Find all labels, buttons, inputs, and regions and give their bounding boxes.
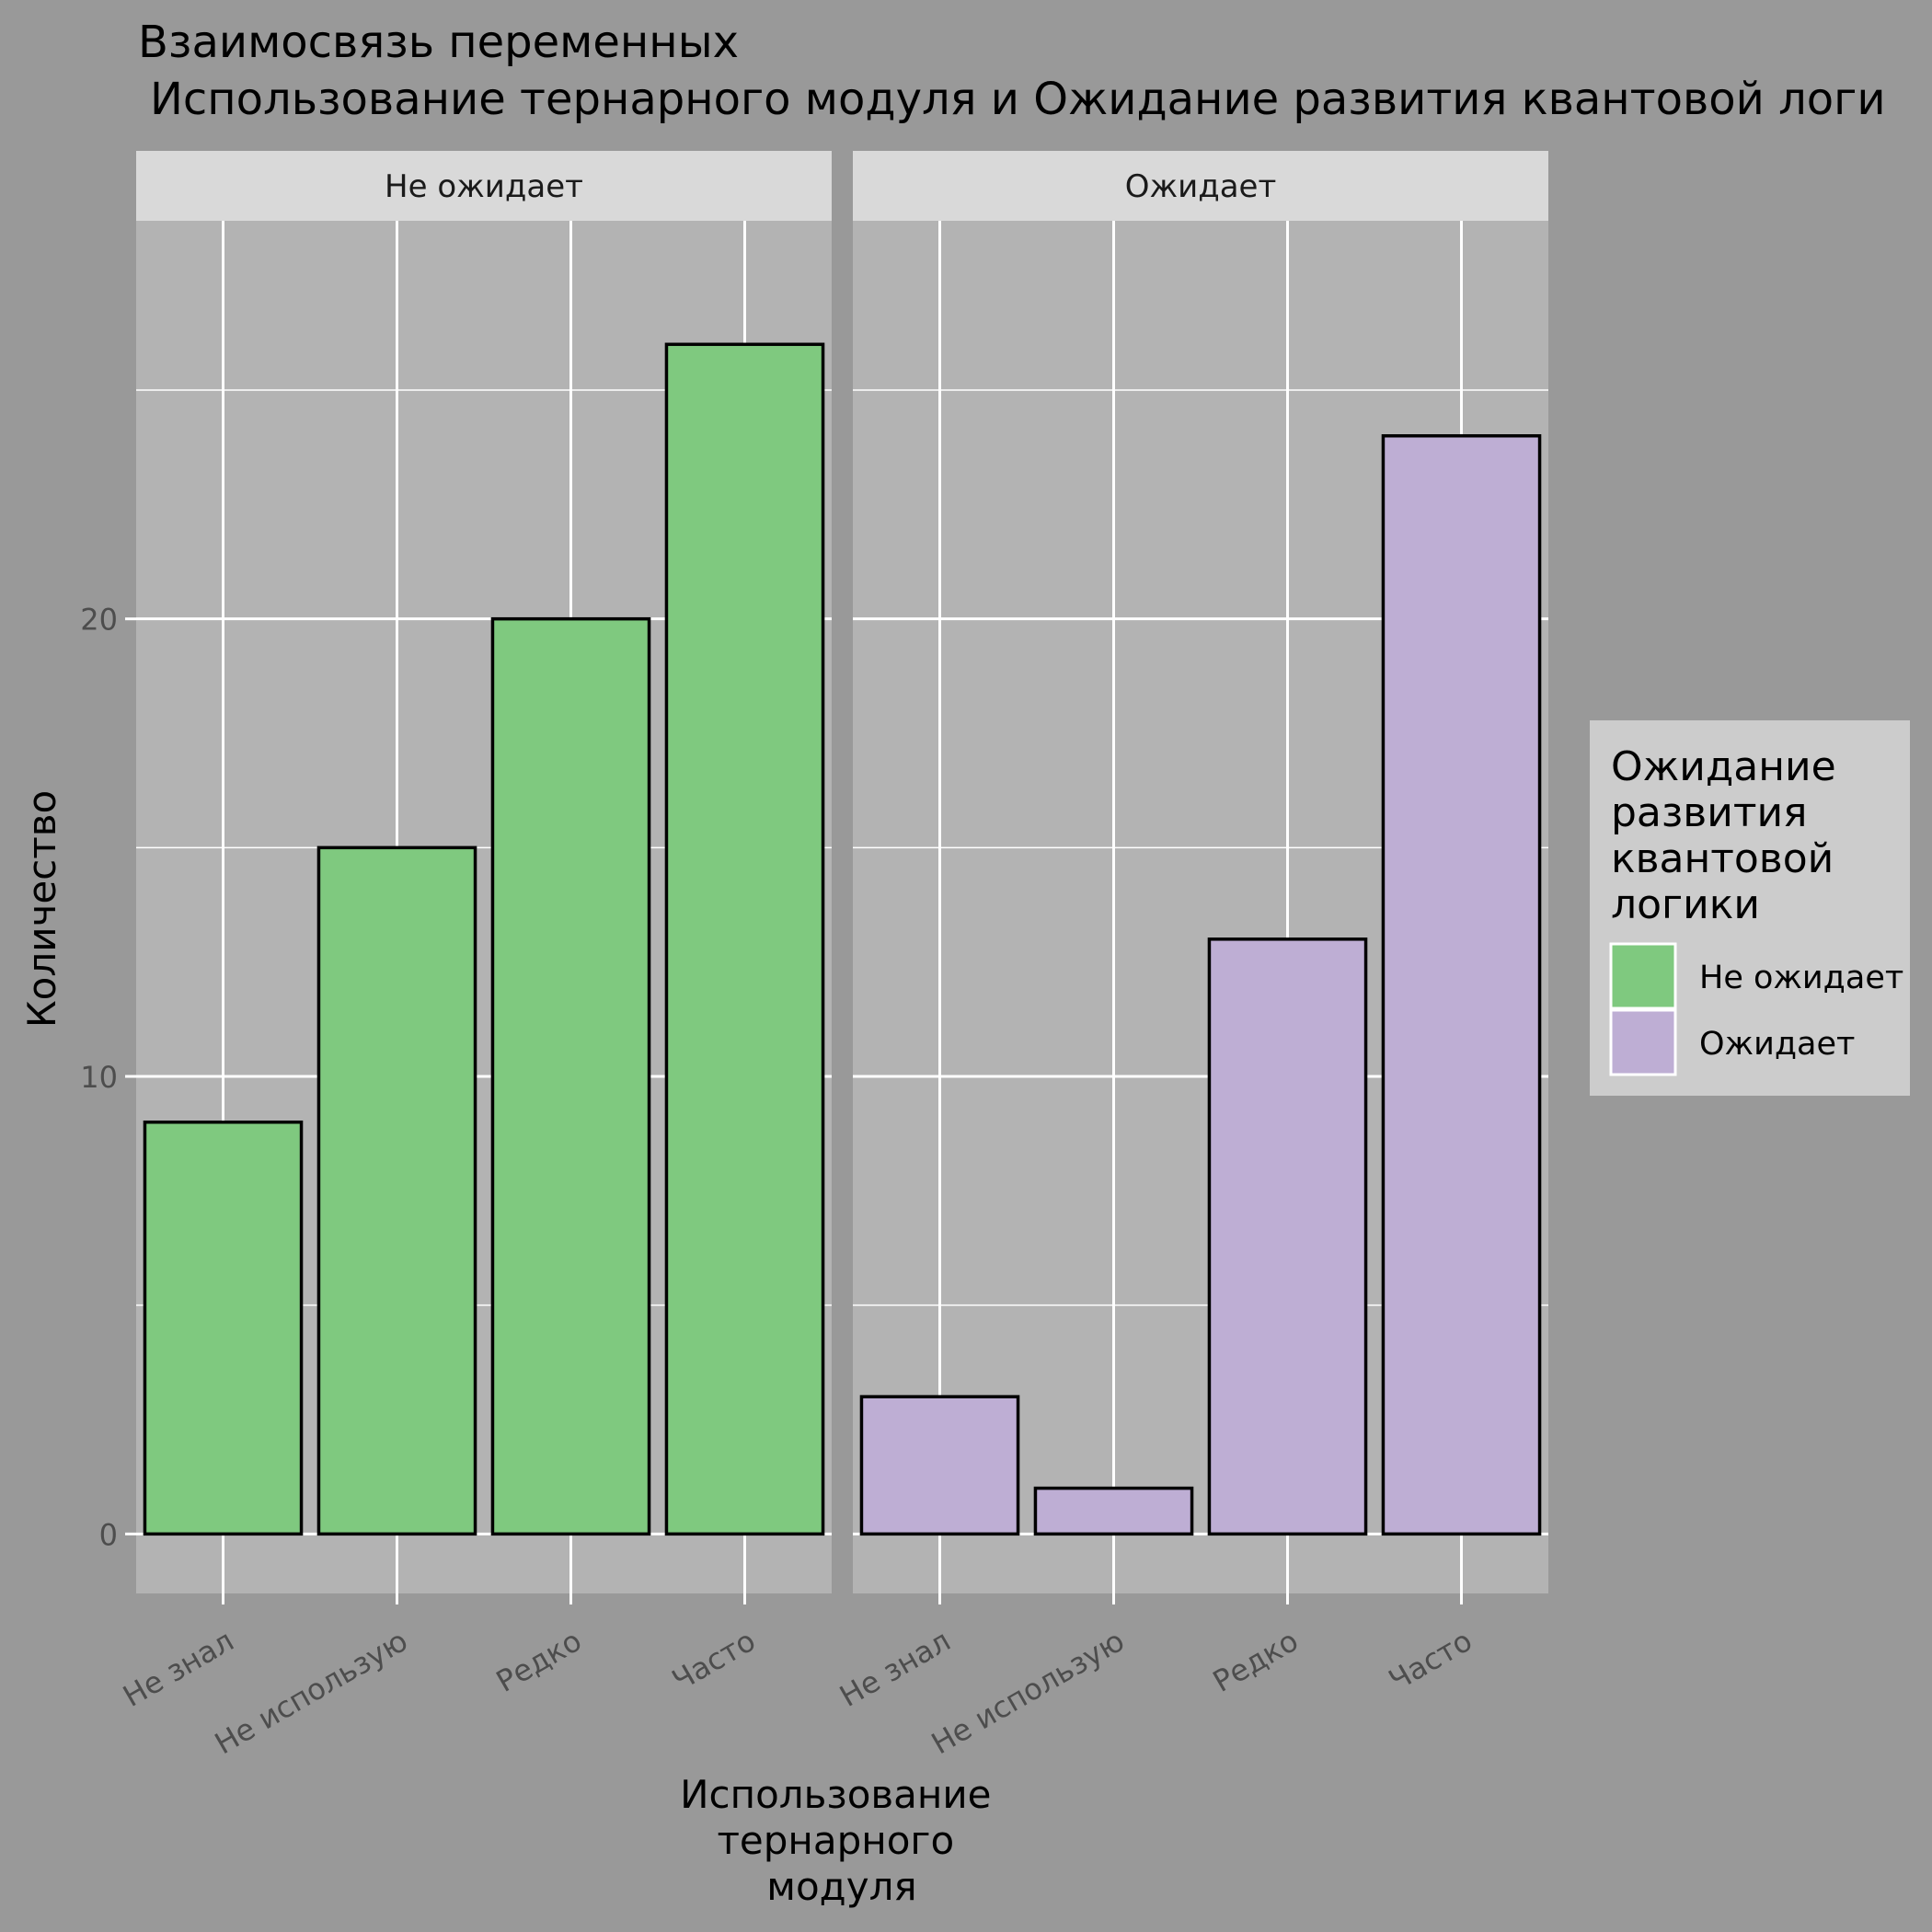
x-axis-title: Использование тернарного модуля [680,1772,1004,1909]
legend-label-ne-ozhidaet: Не ожидает [1699,960,1903,996]
x-axis-title-line-1: Использование [680,1772,991,1817]
facet-2-bar-2 [1033,1486,1194,1536]
facet-1-strip-label: Не ожидает [385,168,583,205]
facet-2-bar-4 [1381,433,1542,1536]
legend-title-line-4: логики [1611,881,1760,928]
facet-1-bar-1 [143,1120,304,1536]
facet-2-strip-label: Ожидает [1125,168,1277,205]
legend-label-ozhidaet: Ожидает [1699,1026,1855,1063]
legend-key-ne-ozhidaet [1609,942,1677,1010]
x-axis-title-line-2: тернарного [717,1818,954,1863]
chart-subtitle: Использование тернарного модуля и Ожидан… [150,74,1886,125]
facet-1-bar-4 [664,342,825,1536]
legend: Ожидание развития квантовой логики Не ож… [1590,720,1910,1096]
legend-title: Ожидание развития квантовой логики [1611,743,1849,928]
legend-title-line-1: Ожидание [1611,743,1836,790]
legend-title-line-2: развития [1611,789,1808,836]
chart-title: Взаимосвязь переменных [138,17,739,68]
facet-1-bar-3 [490,616,651,1536]
legend-key-ozhidaet [1609,1008,1677,1076]
y-axis-title: Количество [19,790,64,1028]
facet-1-bar-2 [316,845,477,1536]
facet-2-bar-1 [859,1395,1020,1536]
y-tick-label-1: 0 [99,1517,118,1552]
legend-title-line-3: квантовой [1611,835,1834,882]
x-axis-title-line-3: модуля [766,1864,916,1909]
facet-2-strip [853,151,1548,221]
facet-1-strip [136,151,832,221]
facet-2-bar-3 [1207,937,1368,1536]
y-tick-label-2: 10 [80,1060,118,1095]
y-tick-label-3: 20 [80,603,118,638]
